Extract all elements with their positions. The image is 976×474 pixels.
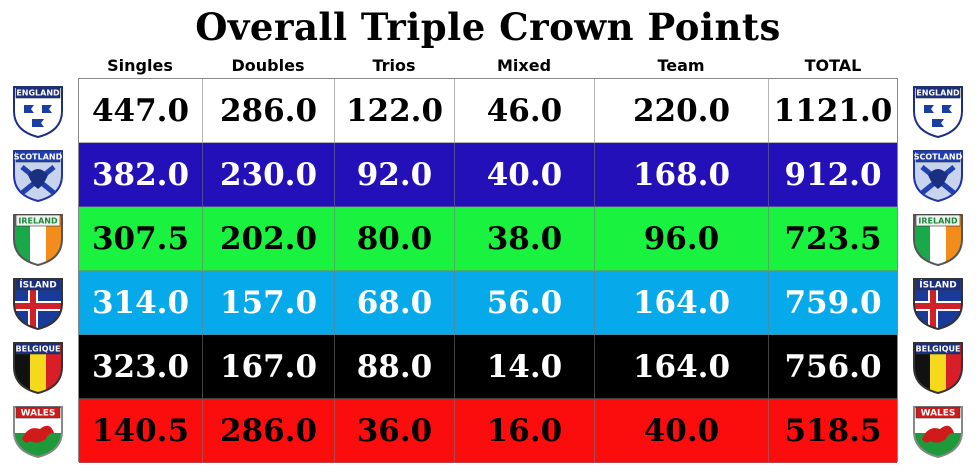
table-cell: 286.0 [203, 399, 335, 463]
shield-right-wales: WALES [910, 401, 966, 459]
header-team: Team [657, 56, 705, 75]
table-cell: 168.0 [595, 143, 769, 207]
table-cell: 40.0 [455, 143, 595, 207]
table-cell: 140.5 [79, 399, 203, 463]
header-singles: Singles [107, 56, 173, 75]
table-cell: 323.0 [79, 335, 203, 399]
table-cell: 220.0 [595, 79, 769, 143]
table-row: 447.0 286.0 122.0 46.0 220.0 1121.0 [79, 79, 897, 143]
shield-banner-text: ENGLAND [16, 89, 60, 98]
shield-banner-text: SCOTLAND [914, 153, 963, 162]
column-headers: Singles Doubles Trios Mixed Team TOTAL [78, 54, 898, 78]
table-cell: 46.0 [455, 79, 595, 143]
table-cell: 230.0 [203, 143, 335, 207]
table-cell: 36.0 [335, 399, 455, 463]
shield-banner-text: ÍSLAND [919, 279, 957, 291]
table-cell: 92.0 [335, 143, 455, 207]
shield-left-scotland: SCOTLAND [10, 145, 66, 203]
table-cell: 96.0 [595, 207, 769, 271]
shield-banner-text: IRELAND [918, 217, 958, 226]
shield-banner-text: ÍSLAND [19, 279, 57, 291]
table-cell: 38.0 [455, 207, 595, 271]
shield-right-belgique: BELGIQUE [910, 337, 966, 395]
table-cell: 56.0 [455, 271, 595, 335]
shield-banner-text: ENGLAND [916, 89, 960, 98]
table-row: 314.0 157.0 68.0 56.0 164.0 759.0 [79, 271, 897, 335]
table-cell: 167.0 [203, 335, 335, 399]
table-row: 140.5 286.0 36.0 16.0 40.0 518.5 [79, 399, 897, 463]
shield-right-ísland: ÍSLAND [910, 273, 966, 331]
table-cell: 202.0 [203, 207, 335, 271]
shield-banner-text: BELGIQUE [16, 345, 61, 354]
header-doubles: Doubles [231, 56, 305, 75]
table-cell: 314.0 [79, 271, 203, 335]
page-title: Overall Triple Crown Points [195, 5, 781, 49]
shield-banner-text: WALES [921, 409, 956, 419]
shield-banner-text: IRELAND [18, 217, 58, 226]
table-cell: 756.0 [769, 335, 897, 399]
table-cell: 286.0 [203, 79, 335, 143]
table-cell: 912.0 [769, 143, 897, 207]
shield-banner-text: SCOTLAND [14, 153, 63, 162]
table-cell: 88.0 [335, 335, 455, 399]
header-total: TOTAL [804, 56, 862, 75]
table-cell: 164.0 [595, 271, 769, 335]
table-row: 307.5 202.0 80.0 38.0 96.0 723.5 [79, 207, 897, 271]
shield-left-england: ENGLAND [10, 81, 66, 139]
table-cell: 40.0 [595, 399, 769, 463]
header-trios: Trios [372, 56, 416, 75]
shield-banner-text: BELGIQUE [916, 345, 961, 354]
table-cell: 447.0 [79, 79, 203, 143]
shield-left-ísland: ÍSLAND [10, 273, 66, 331]
header-mixed: Mixed [496, 56, 552, 75]
table-cell: 68.0 [335, 271, 455, 335]
shield-left-ireland: IRELAND [10, 209, 66, 267]
shield-right-ireland: IRELAND [910, 209, 966, 267]
table-cell: 157.0 [203, 271, 335, 335]
table-cell: 80.0 [335, 207, 455, 271]
table-cell: 759.0 [769, 271, 897, 335]
table-cell: 14.0 [455, 335, 595, 399]
table-cell: 164.0 [595, 335, 769, 399]
points-table: 447.0 286.0 122.0 46.0 220.0 1121.0 382.0 230.0… [78, 78, 898, 463]
table-cell: 518.5 [769, 399, 897, 463]
table-row: 382.0 230.0 92.0 40.0 168.0 912.0 [79, 143, 897, 207]
table-cell: 1121.0 [769, 79, 897, 143]
shield-banner-text: WALES [21, 409, 56, 419]
shield-left-wales: WALES [10, 401, 66, 459]
shield-left-belgique: BELGIQUE [10, 337, 66, 395]
table-cell: 382.0 [79, 143, 203, 207]
shield-right-scotland: SCOTLAND [910, 145, 966, 203]
shield-right-england: ENGLAND [910, 81, 966, 139]
table-cell: 307.5 [79, 207, 203, 271]
table-cell: 723.5 [769, 207, 897, 271]
table-cell: 122.0 [335, 79, 455, 143]
table-cell: 16.0 [455, 399, 595, 463]
table-row: 323.0 167.0 88.0 14.0 164.0 756.0 [79, 335, 897, 399]
